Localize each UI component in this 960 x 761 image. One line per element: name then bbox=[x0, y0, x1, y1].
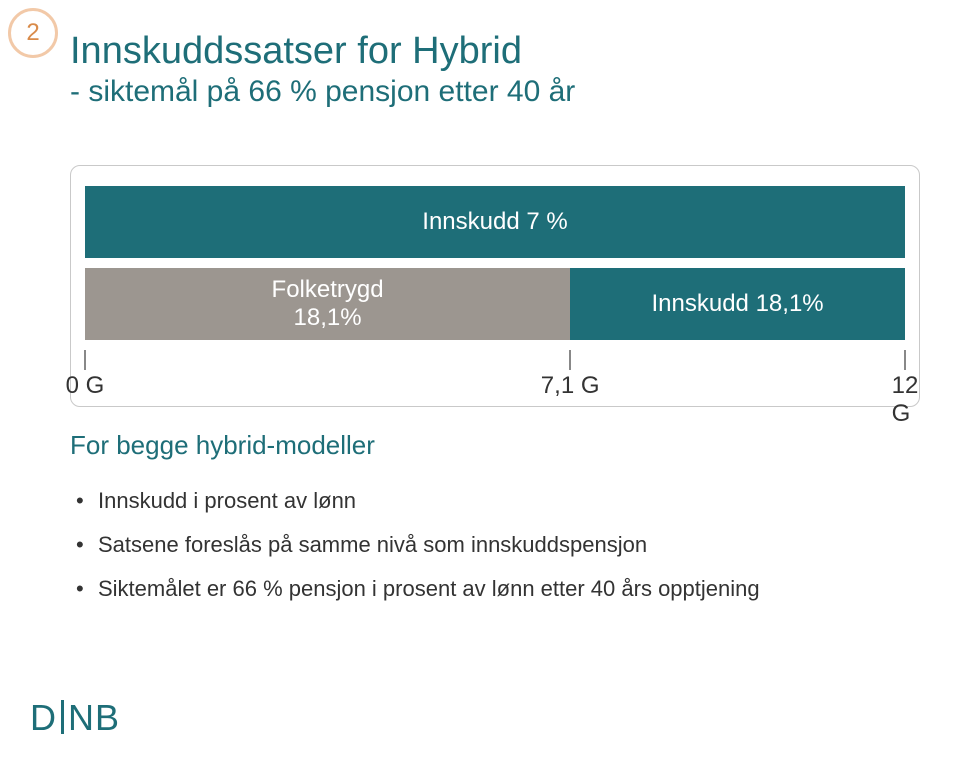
title-block: Innskuddssatser for Hybrid - siktemål på… bbox=[70, 30, 920, 109]
bar-innskudd-7: Innskudd 7 % bbox=[85, 186, 905, 258]
logo-letter-n: N bbox=[68, 697, 95, 738]
axis-tick bbox=[84, 350, 86, 370]
diagram-axis: 0 G7,1 G12 G bbox=[85, 350, 905, 400]
diagram-row-1: Innskudd 7 % bbox=[85, 186, 905, 258]
bar-innskudd-18: Innskudd 18,1% bbox=[570, 268, 905, 340]
dnb-logo: DNB bbox=[30, 696, 120, 739]
axis-tick bbox=[904, 350, 906, 370]
bar-label: Folketrygd18,1% bbox=[272, 276, 384, 331]
bar-folketrygd: Folketrygd18,1% bbox=[85, 268, 570, 340]
title-line-1: Innskuddssatser for Hybrid bbox=[70, 30, 920, 73]
logo-letter: D bbox=[30, 697, 57, 738]
axis-tick-label: 0 G bbox=[66, 372, 105, 400]
slide-number-badge: 2 bbox=[8, 8, 58, 58]
bar-label: Innskudd 18,1% bbox=[652, 290, 824, 318]
slide-number-text: 2 bbox=[26, 19, 39, 47]
bullets-heading: For begge hybrid-modeller bbox=[70, 430, 375, 461]
bullet-item: Innskudd i prosent av lønn bbox=[70, 488, 900, 514]
diagram-row-2: Folketrygd18,1% Innskudd 18,1% bbox=[85, 268, 905, 340]
bullet-item: Siktemålet er 66 % pensjon i prosent av … bbox=[70, 576, 900, 602]
bar-label: Innskudd 7 % bbox=[422, 208, 567, 236]
axis-tick bbox=[569, 350, 571, 370]
bullet-item: Satsene foreslås på samme nivå som innsk… bbox=[70, 532, 900, 558]
title-line-2: - siktemål på 66 % pensjon etter 40 år bbox=[70, 75, 920, 109]
diagram-frame: Innskudd 7 % Folketrygd18,1% Innskudd 18… bbox=[70, 165, 920, 407]
axis-tick-label: 7,1 G bbox=[541, 372, 600, 400]
axis-tick-label: 12 G bbox=[892, 372, 919, 428]
bullet-list: Innskudd i prosent av lønn Satsene foresl… bbox=[70, 470, 900, 620]
logo-letter: B bbox=[95, 697, 120, 738]
logo-bar-icon bbox=[61, 700, 64, 734]
contribution-diagram: Innskudd 7 % Folketrygd18,1% Innskudd 18… bbox=[70, 165, 890, 407]
